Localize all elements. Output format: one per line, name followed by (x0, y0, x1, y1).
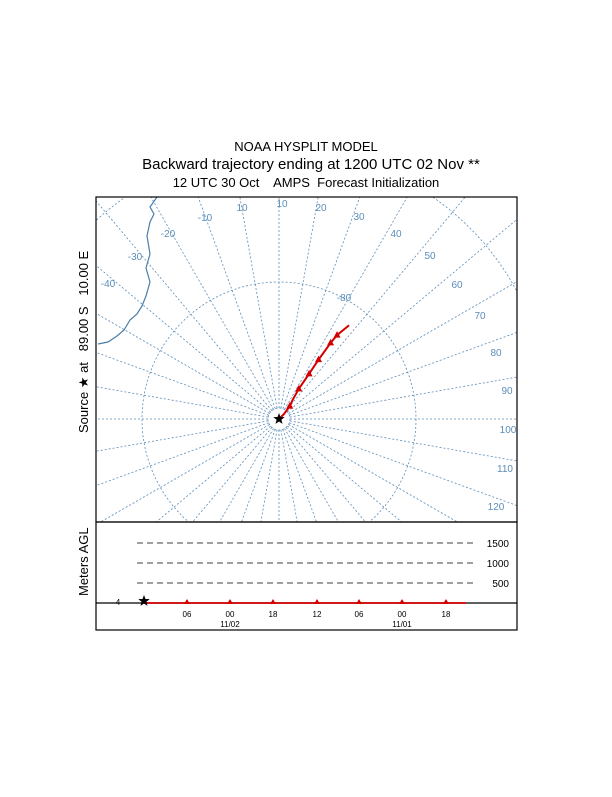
time-tick-label: 00 (398, 610, 407, 619)
meridian-label: 20 (315, 203, 327, 214)
trajectory-marker (327, 338, 335, 346)
height-trajectory-marker (184, 599, 190, 604)
meridian-label: 110 (497, 464, 513, 475)
height-trajectory-marker (227, 599, 233, 604)
coastline (97, 197, 158, 345)
map-grid (96, 197, 517, 522)
meridian-line (280, 197, 319, 409)
map-panel: -10 10 10 20 30 40 50 60 70 80 90 100 110 120 -20 -30 -4… (95, 196, 518, 523)
height-trajectory-marker (270, 599, 276, 604)
meridian-label: -20 (161, 229, 176, 240)
meridian-line (282, 429, 317, 522)
meridian-label: 90 (501, 386, 513, 397)
title-line1: NOAA HYSPLIT MODEL (234, 139, 378, 154)
meridian-label: -30 (128, 252, 143, 263)
meridian-label: 10 (236, 203, 248, 214)
height-tick-label: 1500 (487, 539, 510, 550)
meridian-line (284, 197, 408, 410)
meridian-line (219, 428, 274, 522)
trajectory-marker (315, 355, 323, 363)
meridian-labels: -10 10 10 20 30 40 50 60 70 80 90 100 110 120 -20 -30 -4… (101, 199, 517, 513)
meridian-label: 50 (424, 251, 436, 262)
title-line3: 12 UTC 30 Oct AMPS Forecast Initializati… (173, 175, 440, 190)
meridian-line (96, 422, 269, 487)
meridian-line (150, 197, 274, 410)
height-trajectory-marker (399, 599, 405, 604)
source-label: Source ★ at 89.00 S 10.00 E (76, 250, 91, 433)
date-tick-label: 11/01 (392, 620, 412, 629)
meridian-line (284, 428, 339, 522)
height-source-star-icon (138, 595, 150, 606)
meridian-line (96, 386, 269, 418)
time-tick-label: 00 (226, 610, 235, 619)
meridian-line (96, 351, 269, 416)
meridian-label: 120 (488, 502, 505, 513)
time-tick-label: 12 (313, 610, 322, 619)
meridian-line (99, 424, 270, 522)
meridian-line (287, 425, 403, 522)
meridian-line (282, 197, 361, 409)
meridian-line (197, 197, 276, 409)
meridian-line (96, 264, 271, 413)
meridian-line (289, 331, 517, 416)
meridian-line (96, 312, 270, 414)
meridian-line (239, 197, 278, 409)
meridian-line (155, 425, 271, 522)
map-frame (95, 196, 518, 523)
meridian-line (96, 420, 269, 452)
meridian-label: 10 (276, 199, 288, 210)
trajectory-marker (333, 331, 341, 338)
meridian-label: 40 (390, 229, 402, 240)
height-trajectory-marker (356, 599, 362, 604)
meridian-line (289, 376, 517, 418)
meridian-label: -10 (198, 213, 213, 224)
time-tick-label: 18 (269, 610, 278, 619)
meridian-line (288, 281, 517, 414)
latitude-label: -80 (337, 293, 352, 304)
meridian-line (289, 420, 517, 462)
meridian-line (96, 200, 273, 411)
height-tick-label: 500 (492, 579, 509, 590)
meridian-line (241, 429, 276, 522)
meridian-line (288, 424, 459, 522)
trajectory-marker (286, 402, 294, 409)
meridian-line (285, 427, 366, 522)
meters-agl-label: Meters AGL (76, 527, 91, 596)
meridian-label: 70 (474, 311, 486, 322)
height-trajectory-marker (314, 599, 320, 604)
meridian-label: 60 (451, 280, 463, 291)
meridian-line (289, 422, 517, 507)
height-x-ticks: 06 00 18 12 06 00 18 11/02 11/01 (183, 610, 451, 629)
meridian-label: 100 (500, 425, 517, 436)
meridian-label: 80 (490, 348, 502, 359)
height-gridlines: 150010005004 (116, 539, 510, 607)
title-line2: Backward trajectory ending at 1200 UTC 0… (142, 156, 480, 173)
trajectory-line (278, 324, 350, 420)
trajectory-marker (295, 384, 303, 392)
trajectory-marker (305, 369, 313, 377)
height-trajectory-marker (443, 599, 449, 604)
source-star-icon (273, 413, 285, 424)
height-frame (95, 521, 518, 631)
meridian-line (192, 427, 273, 522)
meridian-label: 30 (353, 212, 365, 223)
date-tick-label: 11/02 (220, 620, 240, 629)
meridian-line (287, 218, 517, 413)
meridian-line (280, 429, 298, 522)
latitude-circle (267, 407, 291, 431)
meridian-line (285, 197, 466, 411)
height-tick-label: 1000 (487, 559, 510, 570)
trajectory-path (273, 324, 350, 424)
latitude-circle (141, 281, 417, 522)
time-tick-label: 18 (442, 610, 451, 619)
height-trajectory (138, 595, 466, 606)
meridian-line (260, 429, 278, 522)
meridian-label: -40 (101, 279, 116, 290)
time-tick-label: 06 (355, 610, 364, 619)
time-tick-label: 06 (183, 610, 192, 619)
